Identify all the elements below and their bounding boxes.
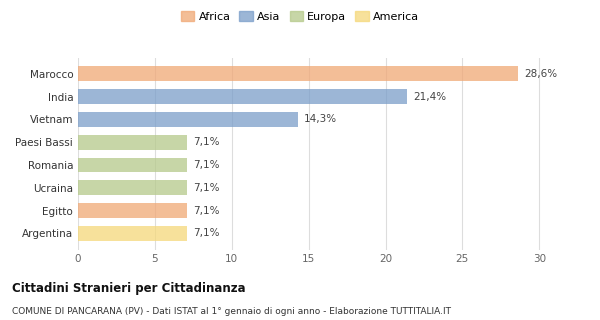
Bar bbox=[78, 89, 407, 104]
Text: 7,1%: 7,1% bbox=[193, 228, 220, 238]
Bar bbox=[78, 66, 518, 81]
Text: COMUNE DI PANCARANA (PV) - Dati ISTAT al 1° gennaio di ogni anno - Elaborazione : COMUNE DI PANCARANA (PV) - Dati ISTAT al… bbox=[12, 307, 451, 316]
Text: 21,4%: 21,4% bbox=[413, 92, 446, 101]
Bar bbox=[78, 180, 187, 195]
Text: 7,1%: 7,1% bbox=[193, 137, 220, 147]
Bar bbox=[78, 203, 187, 218]
Text: 7,1%: 7,1% bbox=[193, 183, 220, 193]
Text: 7,1%: 7,1% bbox=[193, 206, 220, 216]
Legend: Africa, Asia, Europa, America: Africa, Asia, Europa, America bbox=[179, 9, 421, 24]
Text: Cittadini Stranieri per Cittadinanza: Cittadini Stranieri per Cittadinanza bbox=[12, 282, 245, 295]
Text: 7,1%: 7,1% bbox=[193, 160, 220, 170]
Bar bbox=[78, 135, 187, 150]
Text: 14,3%: 14,3% bbox=[304, 114, 337, 124]
Text: 28,6%: 28,6% bbox=[524, 69, 557, 79]
Bar bbox=[78, 112, 298, 127]
Bar bbox=[78, 226, 187, 241]
Bar bbox=[78, 157, 187, 172]
